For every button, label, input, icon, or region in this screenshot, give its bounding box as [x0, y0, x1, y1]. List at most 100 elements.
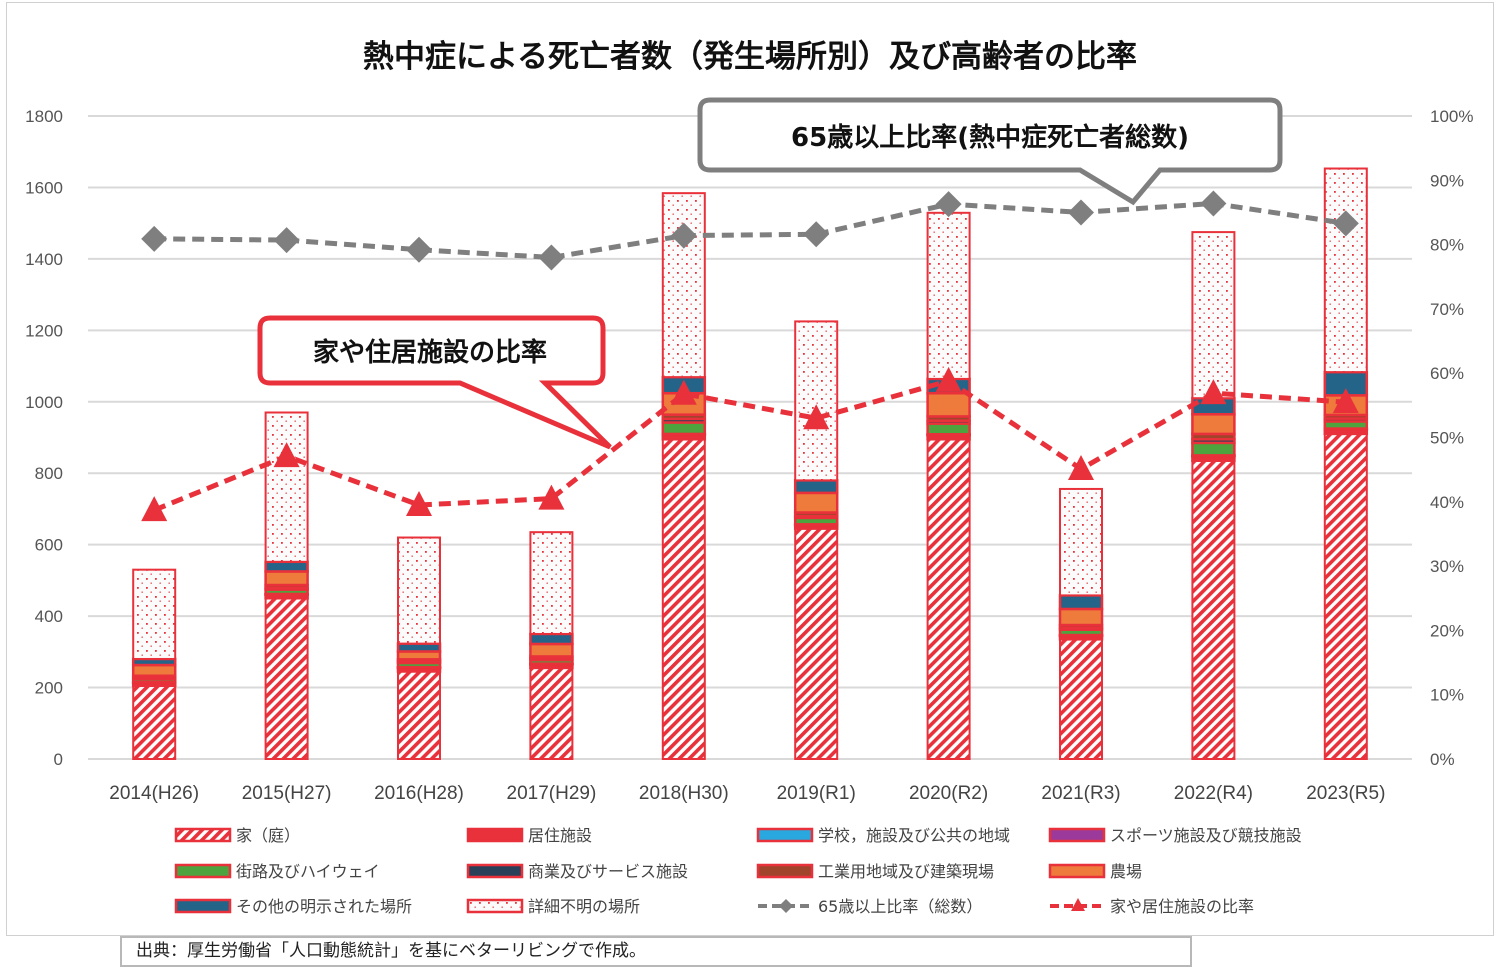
y-axis-left: 0 200 400 600 800 1000 1200 1400 1600 1800	[25, 107, 63, 769]
x-tick-label: 2015(H27)	[242, 783, 332, 804]
y2-tick-label: 70%	[1430, 300, 1464, 319]
line-series	[154, 200, 1347, 260]
triangle-marker	[141, 496, 168, 522]
triangle-marker	[803, 404, 830, 430]
y-tick-label: 1600	[25, 178, 63, 197]
bar-segment	[397, 670, 441, 760]
diamond-marker	[1200, 190, 1227, 217]
diamond-marker	[141, 225, 168, 252]
legend-label: その他の明示された場所	[236, 897, 412, 916]
legend-swatch	[466, 863, 524, 879]
bar-segment	[396, 642, 442, 653]
legend-swatch	[174, 898, 232, 914]
y2-tick-label: 90%	[1430, 171, 1464, 190]
bar-segment	[926, 391, 971, 418]
bar-stack	[1191, 231, 1236, 760]
bar-stack	[793, 320, 839, 761]
bar-segment	[397, 536, 441, 645]
bar-segment	[926, 422, 971, 436]
y-tick-label: 1000	[25, 393, 63, 412]
bar-segment	[132, 684, 177, 761]
bar-segment	[793, 479, 839, 495]
chart: 熱中症による死亡者数（発生場所別）及び高齢者の比率 0 200 400 600 800 1…	[25, 39, 1473, 916]
bar-segment	[264, 411, 309, 563]
legend-label: 家（庭）	[236, 826, 300, 845]
bar-segment	[1323, 167, 1368, 374]
x-tick-label: 2016(H28)	[374, 783, 464, 804]
bar-stack	[1323, 167, 1369, 760]
y-tick-label: 600	[35, 536, 63, 555]
y-tick-label: 0	[54, 750, 63, 769]
legend-item: 街路及びハイウェイ	[174, 862, 380, 881]
legend-item: スポーツ施設及び競技施設	[1048, 826, 1302, 845]
x-tick-label: 2017(H29)	[507, 783, 597, 804]
callout-bubble-red	[257, 315, 612, 450]
bar-segment	[661, 421, 707, 436]
bar-segment	[661, 192, 706, 379]
callout-bubble-gray	[697, 97, 1283, 206]
diamond-marker	[935, 191, 962, 218]
bar-segment	[1191, 459, 1236, 760]
y2-tick-label: 10%	[1430, 686, 1464, 705]
legend-item: 家（庭）	[174, 826, 300, 845]
diamond-marker	[1332, 210, 1359, 237]
triangle-marker	[1200, 379, 1227, 405]
bar-segment	[529, 531, 574, 635]
legend-swatch	[174, 827, 232, 843]
legend-label: 65歳以上比率（総数）	[818, 897, 982, 916]
bar-segment	[793, 491, 839, 514]
legend-label: 商業及びサービス施設	[528, 862, 688, 881]
bar-segment	[131, 663, 177, 678]
triangle-marker	[935, 366, 962, 392]
x-tick-label: 2018(H30)	[639, 783, 729, 804]
y-tick-label: 1200	[25, 321, 63, 340]
line-series	[153, 378, 1346, 513]
triangle-marker	[670, 379, 697, 405]
legend-swatch	[1048, 863, 1106, 879]
callout-home-ratio: 家や住居施設の比率	[257, 315, 612, 450]
bar-segment	[926, 438, 971, 760]
y2-tick-label: 20%	[1430, 621, 1464, 640]
bar-segment	[529, 642, 574, 658]
legend-label: 居住施設	[528, 826, 592, 845]
bar-segment	[1059, 638, 1103, 761]
x-tick-label: 2014(H26)	[109, 783, 199, 804]
legend-swatch	[174, 863, 232, 879]
y2-tick-label: 100%	[1430, 107, 1473, 126]
bar-stack	[529, 531, 574, 760]
y2-tick-label: 80%	[1430, 236, 1464, 255]
diamond-marker	[1068, 199, 1094, 226]
triangle-marker	[1332, 388, 1359, 414]
callout-elderly-ratio: 65歳以上比率(熱中症死亡者総数)	[697, 97, 1283, 206]
legend-swatch	[466, 827, 524, 843]
legend-label: 学校，施設及び公共の地域	[818, 826, 1010, 845]
callout-elderly-text: 65歳以上比率(熱中症死亡者総数)	[791, 122, 1189, 153]
bar-segment	[661, 438, 706, 760]
bar-segment	[264, 597, 309, 760]
bar-stack	[264, 411, 309, 760]
y-tick-label: 800	[35, 464, 63, 483]
bar-stack	[1058, 487, 1104, 761]
bar-segment	[132, 568, 177, 660]
legend-label: 家や居住施設の比率	[1110, 897, 1254, 916]
bar-segment	[264, 560, 309, 573]
y2-tick-label: 50%	[1430, 429, 1464, 448]
triangle-marker	[406, 491, 432, 517]
legend-item: 商業及びサービス施設	[466, 862, 688, 881]
source-footer: 出典：厚生労働省「人口動態統計」を基にベターリビングで作成。	[120, 936, 1192, 967]
bar-segment	[529, 666, 574, 760]
diamond-marker	[406, 236, 432, 263]
legend-item: その他の明示された場所	[174, 897, 412, 916]
bar-segment	[1058, 594, 1104, 611]
y-tick-label: 200	[35, 679, 63, 698]
triangle-marker	[538, 484, 565, 510]
bar-segment	[1323, 432, 1368, 760]
x-tick-label: 2022(R4)	[1174, 783, 1253, 804]
x-tick-label: 2019(R1)	[777, 783, 856, 804]
y-tick-label: 400	[35, 607, 63, 626]
legend-item: 家や居住施設の比率	[1050, 897, 1254, 916]
y2-tick-label: 60%	[1430, 364, 1464, 383]
bar-segment	[264, 570, 309, 587]
legend-label: 詳細不明の場所	[528, 897, 640, 916]
legend-item: 居住施設	[466, 826, 592, 845]
